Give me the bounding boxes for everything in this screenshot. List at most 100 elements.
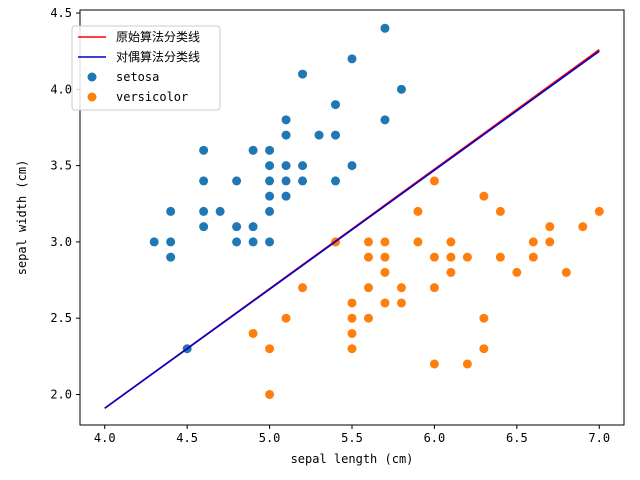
setosa-point — [199, 222, 209, 232]
setosa-point — [281, 130, 291, 140]
versicolor-point — [429, 283, 439, 293]
setosa-point — [199, 176, 209, 186]
setosa-point — [314, 130, 324, 140]
versicolor-point — [363, 283, 373, 293]
setosa-point — [232, 237, 242, 247]
setosa-point — [281, 161, 291, 171]
versicolor-point — [446, 252, 456, 262]
versicolor-point — [561, 267, 571, 277]
versicolor-point — [347, 298, 357, 308]
series-setosa — [149, 23, 406, 354]
setosa-point — [248, 237, 258, 247]
versicolor-point — [594, 206, 604, 216]
versicolor-point — [429, 252, 439, 262]
x-tick-label: 5.0 — [259, 431, 281, 445]
classification-line-2 — [104, 50, 600, 409]
setosa-point — [248, 145, 258, 155]
setosa-point — [265, 206, 275, 216]
legend-box — [71, 25, 221, 111]
versicolor-point — [479, 313, 489, 323]
setosa-point — [265, 176, 275, 186]
versicolor-point — [462, 359, 472, 369]
x-tick-label: 4.0 — [94, 431, 116, 445]
versicolor-point — [528, 252, 538, 262]
setosa-point — [265, 237, 275, 247]
versicolor-point — [363, 252, 373, 262]
x-axis-ticks: 4.0 4.5 5.0 5.5 6.0 6.5 7.0 — [94, 425, 610, 445]
setosa-point — [248, 222, 258, 232]
setosa-point — [347, 54, 357, 64]
versicolor-point — [495, 252, 505, 262]
setosa-point — [166, 237, 176, 247]
versicolor-point — [380, 267, 390, 277]
versicolor-point — [265, 344, 275, 354]
versicolor-point — [363, 237, 373, 247]
versicolor-point — [347, 328, 357, 338]
y-tick-label: 3.5 — [50, 159, 72, 173]
versicolor-point — [479, 344, 489, 354]
setosa-point — [149, 237, 159, 247]
versicolor-point — [396, 283, 406, 293]
versicolor-point — [446, 237, 456, 247]
y-tick-label: 2.5 — [50, 311, 72, 325]
setosa-point — [380, 115, 390, 125]
setosa-point — [265, 161, 275, 171]
y-axis-label: sepal width (cm) — [15, 160, 29, 276]
versicolor-point — [429, 176, 439, 186]
versicolor-point — [347, 313, 357, 323]
versicolor-point — [363, 313, 373, 323]
x-tick-label: 7.0 — [588, 431, 610, 445]
y-tick-label: 4.0 — [50, 82, 72, 96]
legend-entry-label: versicolor — [116, 90, 188, 104]
legend-marker-swatch — [87, 92, 97, 102]
versicolor-point — [495, 206, 505, 216]
versicolor-point — [413, 237, 423, 247]
setosa-point — [298, 69, 308, 79]
legend-entry-label: setosa — [116, 70, 159, 84]
legend-entry-label: 对偶算法分类线 — [116, 49, 200, 64]
versicolor-point — [380, 252, 390, 262]
versicolor-point — [413, 206, 423, 216]
setosa-point — [331, 130, 341, 140]
x-tick-label: 6.5 — [506, 431, 528, 445]
versicolor-point — [528, 237, 538, 247]
versicolor-point — [545, 237, 555, 247]
y-tick-label: 2.0 — [50, 387, 72, 401]
setosa-point — [232, 176, 242, 186]
setosa-point — [396, 84, 406, 94]
series-versicolor — [248, 176, 604, 399]
setosa-point — [265, 145, 275, 155]
setosa-point — [331, 100, 341, 110]
setosa-point — [265, 191, 275, 201]
x-tick-label: 6.0 — [424, 431, 446, 445]
setosa-point — [380, 23, 390, 33]
setosa-point — [281, 191, 291, 201]
setosa-point — [347, 161, 357, 171]
versicolor-point — [281, 313, 291, 323]
legend-entry-label: 原始算法分类线 — [116, 29, 200, 44]
versicolor-point — [248, 328, 258, 338]
setosa-point — [215, 206, 225, 216]
versicolor-point — [429, 359, 439, 369]
x-axis-label: sepal length (cm) — [291, 452, 414, 466]
setosa-point — [331, 176, 341, 186]
versicolor-point — [462, 252, 472, 262]
setosa-point — [298, 161, 308, 171]
legend-marker-swatch — [87, 72, 97, 82]
x-tick-label: 5.5 — [341, 431, 363, 445]
setosa-point — [166, 206, 176, 216]
versicolor-point — [298, 283, 308, 293]
versicolor-point — [347, 344, 357, 354]
versicolor-point — [265, 389, 275, 399]
setosa-point — [281, 115, 291, 125]
setosa-point — [199, 206, 209, 216]
setosa-point — [199, 145, 209, 155]
versicolor-point — [380, 237, 390, 247]
versicolor-point — [578, 222, 588, 232]
versicolor-point — [380, 298, 390, 308]
versicolor-point — [512, 267, 522, 277]
versicolor-point — [479, 191, 489, 201]
x-tick-label: 4.5 — [176, 431, 198, 445]
